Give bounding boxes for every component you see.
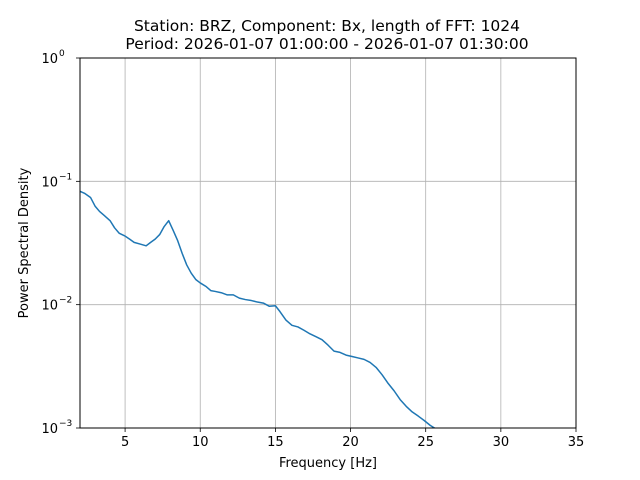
- x-tick-label: 35: [568, 435, 585, 450]
- series-line-0: [80, 190, 436, 428]
- chart-subtitle: Period: 2026-01-07 01:00:00 - 2026-01-07…: [125, 35, 528, 53]
- y-tick-label: 10 0: [41, 49, 65, 67]
- x-tick-label: 5: [121, 435, 129, 450]
- y-axis-label: Power Spectral Density: [17, 167, 32, 318]
- grid-lines: [80, 57, 577, 429]
- y-tick-exponent: −3: [59, 419, 72, 429]
- x-axis-label: Frequency [Hz]: [279, 456, 377, 471]
- y-tick-base: 10: [41, 175, 58, 190]
- x-tick-label: 10: [192, 435, 209, 450]
- y-tick-exponent: −1: [59, 172, 72, 182]
- y-tick-base: 10: [41, 299, 58, 314]
- x-tick-label: 30: [493, 435, 510, 450]
- x-tick-label: 20: [342, 435, 359, 450]
- x-tick-label: 25: [417, 435, 434, 450]
- series-layer: [80, 190, 436, 428]
- y-tick-base: 10: [41, 422, 58, 437]
- y-tick-base: 10: [41, 52, 58, 67]
- plot-frame: [79, 57, 577, 429]
- x-axis-ticks: 5 10 15 20 25 30 35: [121, 428, 584, 450]
- y-tick-exponent: −2: [59, 296, 72, 306]
- y-tick-label: 10 −2: [41, 296, 72, 314]
- chart-title: Station: BRZ, Component: Bx, length of F…: [134, 17, 520, 35]
- y-tick-label: 10 −1: [41, 172, 72, 190]
- x-tick-label: 15: [267, 435, 284, 450]
- y-tick-exponent: 0: [59, 49, 65, 59]
- y-tick-label: 10 −3: [41, 419, 72, 437]
